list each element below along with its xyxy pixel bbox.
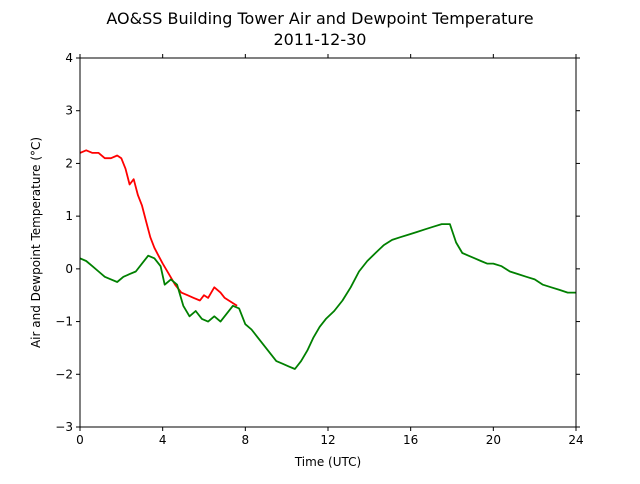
series-line-0 xyxy=(79,149,238,307)
plot-frame xyxy=(79,57,577,428)
x-tick-label: 4 xyxy=(159,433,167,447)
y-tick-label: 0 xyxy=(65,262,73,276)
y-tick-label: 2 xyxy=(65,156,73,170)
x-tick-label: 0 xyxy=(76,433,84,447)
series-layer xyxy=(79,149,576,370)
series-line-1 xyxy=(79,223,576,370)
chart-subtitle: 2011-12-30 xyxy=(274,30,367,49)
y-tick-label: 1 xyxy=(65,209,73,223)
chart-title: AO&SS Building Tower Air and Dewpoint Te… xyxy=(106,9,533,28)
x-tick-label: 20 xyxy=(486,433,501,447)
x-tick-label: 24 xyxy=(568,433,583,447)
x-tick-label: 16 xyxy=(403,433,418,447)
y-tick-label: 4 xyxy=(65,51,73,65)
x-tick-label: 12 xyxy=(320,433,335,447)
y-axis-label: Air and Dewpoint Temperature (°C) xyxy=(29,137,43,348)
x-tick-label: 8 xyxy=(242,433,250,447)
y-tick-label: −3 xyxy=(55,420,73,434)
x-axis-label: Time (UTC) xyxy=(294,455,361,469)
y-tick-label: −2 xyxy=(55,367,73,381)
y-tick-label: −1 xyxy=(55,315,73,329)
y-tick-label: 3 xyxy=(65,104,73,118)
